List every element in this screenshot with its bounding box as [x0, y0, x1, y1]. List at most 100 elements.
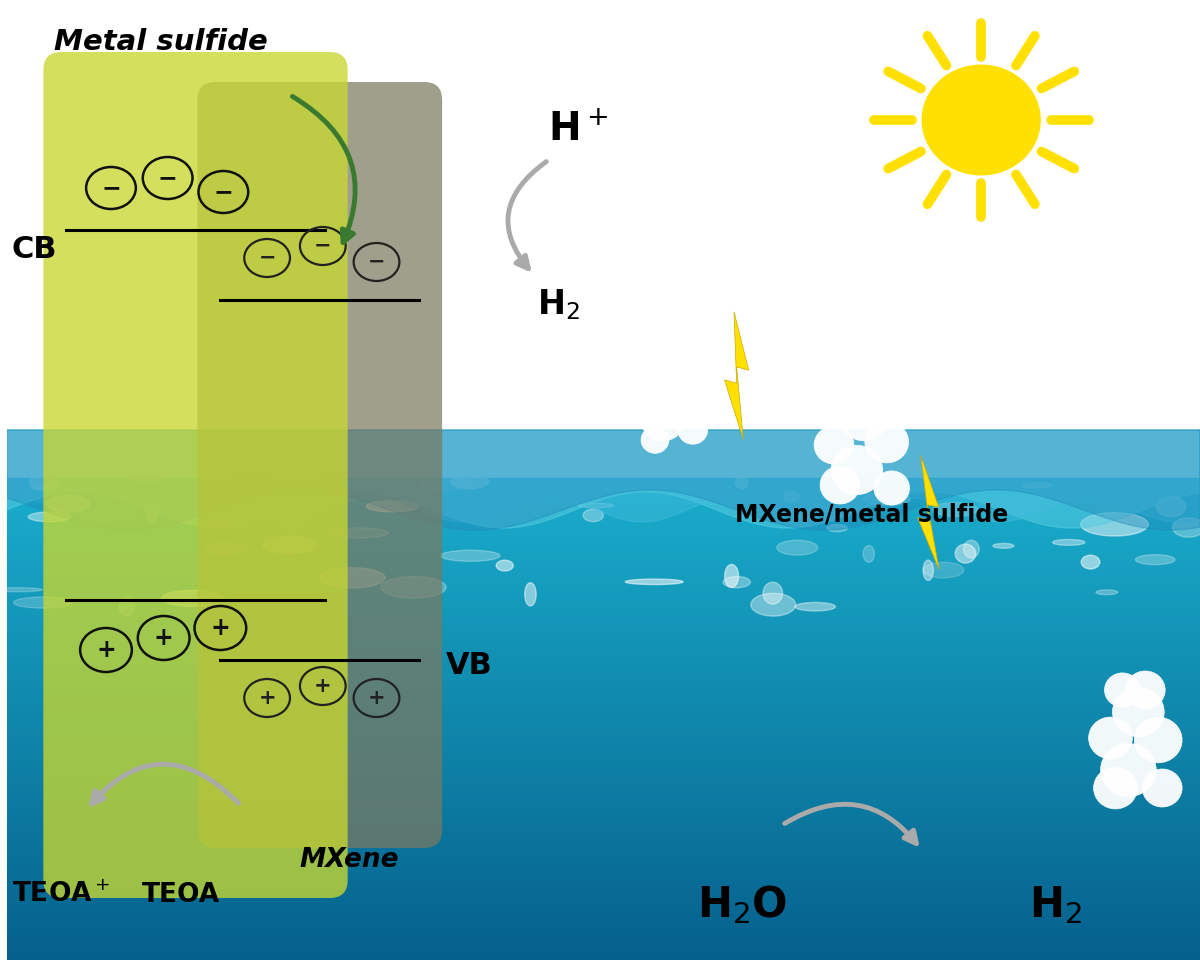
Ellipse shape: [955, 428, 985, 434]
Ellipse shape: [724, 576, 750, 588]
Ellipse shape: [923, 560, 934, 581]
Ellipse shape: [932, 502, 977, 516]
Ellipse shape: [814, 426, 854, 464]
Polygon shape: [725, 312, 749, 440]
Ellipse shape: [964, 540, 979, 558]
Bar: [6, 750, 1200, 760]
Ellipse shape: [1134, 717, 1182, 763]
Bar: [6, 670, 1200, 680]
Text: H$_2$O: H$_2$O: [697, 883, 787, 926]
Bar: [6, 838, 1200, 848]
Ellipse shape: [1135, 555, 1175, 564]
Text: H$_2$: H$_2$: [538, 288, 580, 323]
Ellipse shape: [524, 583, 536, 606]
Ellipse shape: [427, 412, 480, 428]
Ellipse shape: [29, 432, 82, 445]
Bar: [6, 814, 1200, 824]
Ellipse shape: [0, 588, 42, 591]
Ellipse shape: [865, 421, 908, 463]
FancyArrowPatch shape: [91, 764, 239, 804]
FancyArrowPatch shape: [508, 161, 546, 269]
Bar: [6, 518, 1200, 528]
Bar: [6, 894, 1200, 904]
Bar: [6, 0, 1200, 480]
Ellipse shape: [268, 471, 323, 480]
Ellipse shape: [863, 545, 875, 563]
Bar: [6, 726, 1200, 736]
Text: +: +: [258, 688, 276, 708]
Ellipse shape: [198, 461, 232, 483]
Ellipse shape: [652, 356, 691, 394]
Bar: [6, 654, 1200, 664]
Text: −: −: [214, 180, 233, 204]
Ellipse shape: [581, 442, 630, 460]
Bar: [6, 582, 1200, 592]
Bar: [6, 870, 1200, 880]
Bar: [6, 526, 1200, 536]
Bar: [6, 710, 1200, 720]
Ellipse shape: [1052, 540, 1085, 545]
Bar: [6, 942, 1200, 952]
Ellipse shape: [382, 577, 446, 598]
Bar: [6, 550, 1200, 560]
Text: MXene: MXene: [300, 847, 400, 873]
Text: H$^+$: H$^+$: [548, 111, 608, 149]
Ellipse shape: [578, 503, 613, 508]
Ellipse shape: [625, 579, 683, 585]
Polygon shape: [6, 430, 1200, 522]
Polygon shape: [918, 455, 940, 569]
Ellipse shape: [731, 405, 750, 420]
Bar: [6, 622, 1200, 632]
Bar: [6, 638, 1200, 648]
Ellipse shape: [1104, 673, 1140, 708]
Ellipse shape: [1, 412, 61, 420]
Text: TEOA$^+$: TEOA$^+$: [12, 882, 110, 908]
Ellipse shape: [1093, 767, 1138, 809]
Ellipse shape: [86, 422, 150, 439]
Ellipse shape: [1088, 717, 1133, 759]
Text: −: −: [157, 166, 178, 190]
Bar: [6, 806, 1200, 816]
Ellipse shape: [29, 512, 71, 521]
Text: +: +: [210, 616, 230, 640]
Polygon shape: [6, 430, 1200, 530]
Ellipse shape: [1096, 589, 1117, 595]
Ellipse shape: [1097, 414, 1162, 425]
Bar: [6, 846, 1200, 856]
FancyBboxPatch shape: [43, 52, 348, 898]
Bar: [6, 902, 1200, 912]
Bar: [6, 766, 1200, 776]
Ellipse shape: [942, 437, 1003, 459]
Bar: [6, 542, 1200, 552]
Bar: [6, 886, 1200, 896]
Ellipse shape: [923, 563, 964, 578]
Bar: [6, 822, 1200, 832]
Bar: [6, 926, 1200, 936]
Bar: [6, 566, 1200, 576]
Ellipse shape: [582, 435, 631, 443]
Ellipse shape: [751, 593, 796, 616]
FancyBboxPatch shape: [198, 82, 442, 848]
Ellipse shape: [1142, 769, 1182, 807]
Ellipse shape: [736, 477, 748, 489]
Ellipse shape: [47, 495, 89, 512]
Bar: [6, 742, 1200, 752]
Ellipse shape: [436, 414, 499, 421]
Bar: [6, 694, 1200, 704]
Ellipse shape: [840, 396, 888, 441]
Ellipse shape: [496, 561, 514, 571]
Ellipse shape: [646, 415, 697, 430]
Ellipse shape: [1036, 439, 1057, 460]
Text: +: +: [367, 688, 385, 708]
FancyArrowPatch shape: [293, 96, 355, 243]
Ellipse shape: [426, 455, 437, 462]
Ellipse shape: [146, 500, 158, 522]
Ellipse shape: [992, 543, 1014, 548]
Ellipse shape: [865, 465, 917, 476]
Ellipse shape: [328, 528, 389, 539]
Ellipse shape: [678, 416, 708, 444]
Bar: [6, 854, 1200, 864]
Text: TEOA: TEOA: [142, 882, 220, 908]
Ellipse shape: [1081, 513, 1148, 536]
Ellipse shape: [794, 603, 835, 611]
